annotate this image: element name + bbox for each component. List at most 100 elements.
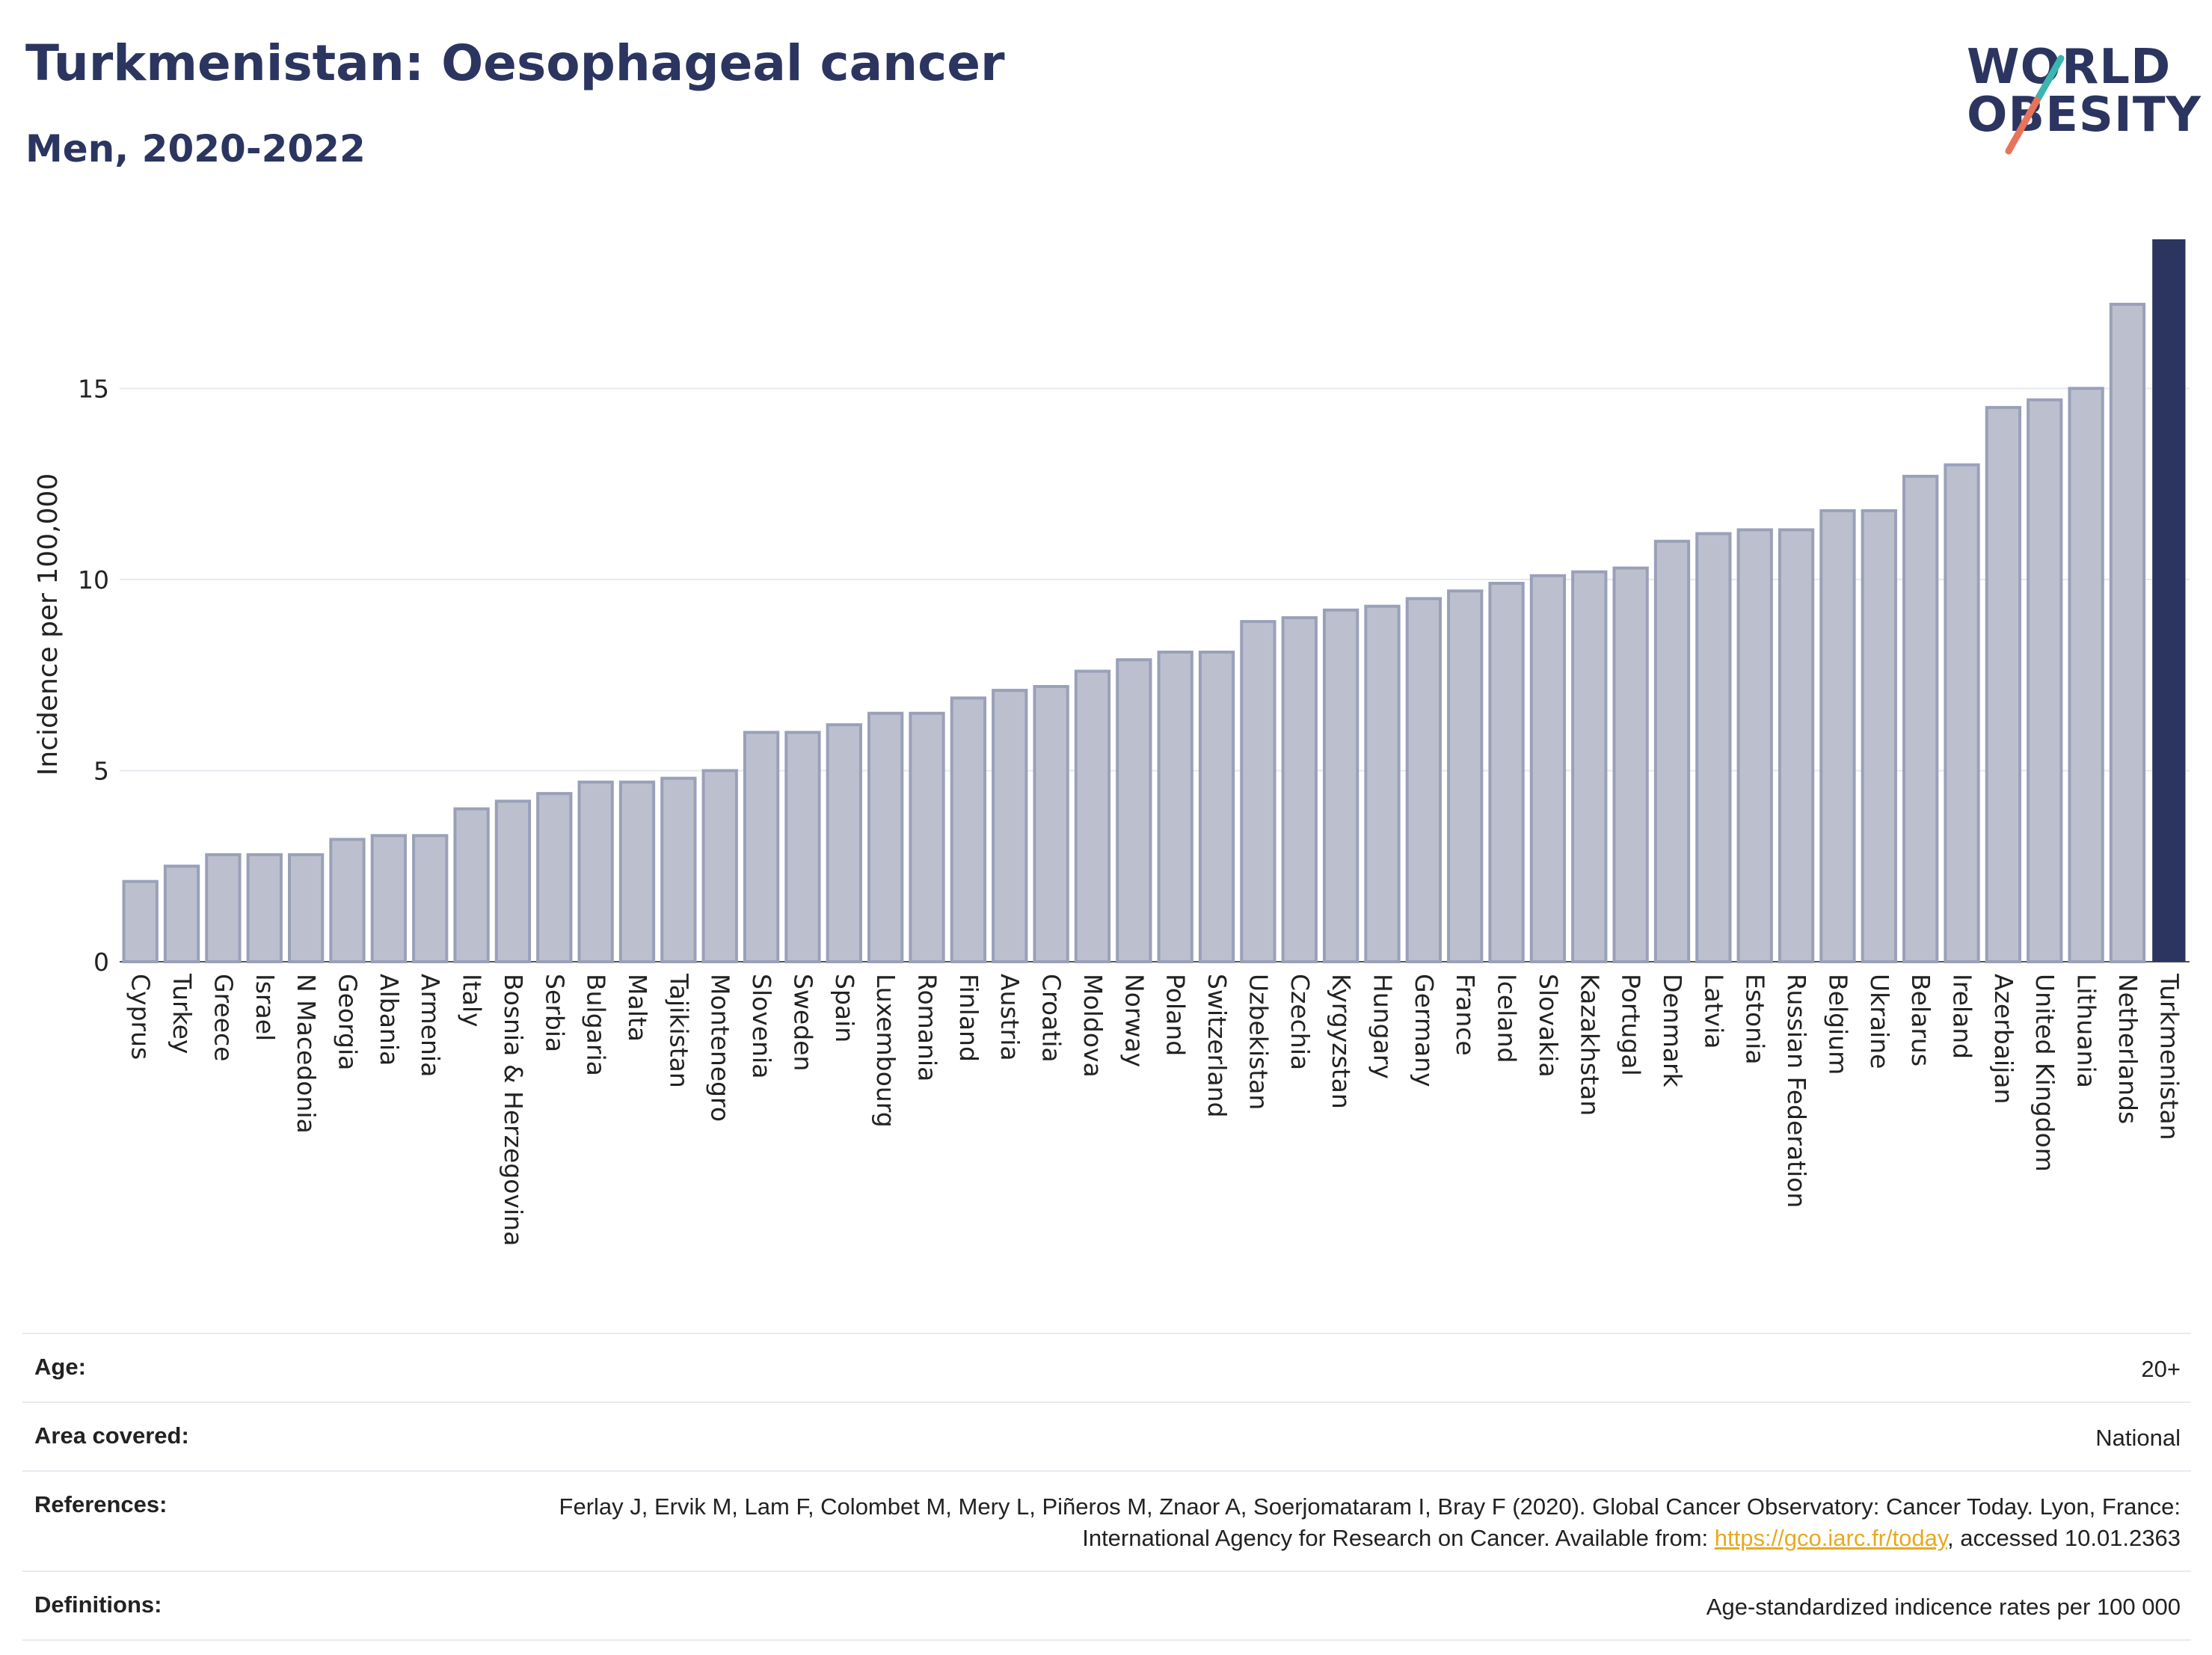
x-tick-label: Switzerland: [1202, 974, 1232, 1118]
bar-belgium[interactable]: [1819, 509, 1856, 963]
bar-cyprus[interactable]: [122, 879, 159, 963]
meta-definitions-value: Age-standardized indicence rates per 100…: [1706, 1594, 2181, 1620]
meta-row-age: Age: 20+: [22, 1334, 2191, 1403]
bar-spain[interactable]: [826, 723, 862, 963]
bar-netherlands[interactable]: [2109, 302, 2146, 963]
bar-kyrgyzstan[interactable]: [1322, 608, 1360, 963]
meta-age-label: Age:: [34, 1354, 86, 1380]
x-tick-label: Serbia: [540, 974, 569, 1052]
meta-area-label: Area covered:: [34, 1422, 189, 1449]
bar-croatia[interactable]: [1033, 685, 1069, 963]
meta-age-value: 20+: [2141, 1356, 2181, 1382]
bar-germany[interactable]: [1405, 597, 1442, 963]
bar-serbia[interactable]: [536, 792, 573, 963]
bar-finland[interactable]: [950, 696, 987, 963]
x-tick-label: Lithuania: [2072, 974, 2101, 1088]
x-tick-label: Finland: [954, 974, 983, 1062]
bar-azerbaijan[interactable]: [1985, 405, 2022, 963]
x-tick-label: Estonia: [1741, 974, 1770, 1064]
bar-lithuania[interactable]: [2068, 387, 2104, 963]
bar-czechia[interactable]: [1281, 616, 1318, 963]
bar-austria[interactable]: [992, 689, 1028, 963]
bar-russian-federation[interactable]: [1778, 528, 1815, 963]
bar-portugal[interactable]: [1612, 566, 1649, 963]
references-accessed: , accessed 10.01.2363: [1947, 1525, 2181, 1551]
bar-bosnia-herzegovina[interactable]: [494, 799, 532, 964]
bar-iceland[interactable]: [1488, 582, 1525, 963]
bars: [122, 239, 2186, 964]
bar-israel[interactable]: [246, 853, 283, 964]
x-tick-label: Albania: [375, 974, 404, 1066]
meta-references-label: References:: [34, 1491, 168, 1517]
x-tick-label: France: [1451, 974, 1480, 1056]
x-tick-label: Cyprus: [126, 974, 156, 1060]
bar-n-macedonia[interactable]: [287, 853, 325, 964]
bar-united-kingdom[interactable]: [2027, 398, 2063, 963]
bar-greece[interactable]: [205, 853, 242, 964]
x-tick-label: Sweden: [788, 974, 817, 1071]
x-tick-label: Azerbaijan: [1989, 974, 2018, 1104]
x-tick-label: Ukraine: [1865, 974, 1894, 1069]
bar-tajikistan[interactable]: [660, 776, 697, 963]
x-tick-label: Spain: [830, 974, 859, 1043]
x-axis: Cyprus Turkey Greece Israel N Macedonia Georg…: [126, 973, 2184, 1246]
bar-estonia[interactable]: [1736, 528, 1773, 963]
bar-belarus[interactable]: [1902, 474, 1939, 963]
bar-latvia[interactable]: [1695, 532, 1732, 963]
references-link[interactable]: https://gco.iarc.fr/today: [1714, 1525, 1948, 1551]
x-tick-label: Poland: [1161, 974, 1191, 1056]
x-tick-label: Ireland: [1948, 974, 1977, 1059]
x-tick-label: Germany: [1410, 974, 1439, 1087]
bar-norway[interactable]: [1116, 658, 1152, 963]
bar-italy[interactable]: [453, 807, 490, 963]
bar-denmark[interactable]: [1653, 539, 1691, 963]
bar-luxembourg[interactable]: [867, 711, 904, 963]
bar-uzbekistan[interactable]: [1240, 620, 1276, 963]
bar-sweden[interactable]: [784, 731, 821, 963]
bar-slovenia[interactable]: [743, 731, 780, 963]
y-axis: 0 5 10 15: [78, 374, 109, 977]
x-tick-label: Latvia: [1699, 974, 1728, 1048]
x-tick-label: Slovenia: [747, 974, 776, 1078]
x-tick-label: Turkey: [168, 973, 197, 1054]
bar-hungary[interactable]: [1364, 604, 1401, 964]
bar-kazakhstan[interactable]: [1571, 570, 1608, 963]
bar-slovakia[interactable]: [1529, 574, 1567, 963]
bar-chart: 0 5 10 15 Cyprus Turkey Greece Israel N Macedon…: [33, 239, 2190, 1246]
bar-turkmenistan[interactable]: [2152, 239, 2186, 962]
bar-albania[interactable]: [370, 834, 407, 964]
meta-definitions-label: Definitions:: [34, 1591, 162, 1618]
bar-ukraine[interactable]: [1861, 509, 1897, 963]
x-tick-label: Hungary: [1368, 974, 1397, 1079]
bar-romania[interactable]: [909, 711, 945, 963]
logo-slash-icon: [2005, 55, 2065, 155]
meta-row-area: Area covered: National: [22, 1403, 2191, 1472]
x-tick-label: Netherlands: [2113, 974, 2142, 1124]
metadata-table: Age: 20+ Area covered: National Referenc…: [22, 1333, 2191, 1641]
x-tick-label: Kazakhstan: [1575, 974, 1604, 1116]
logo-text-line2: OBESITY: [1967, 87, 2202, 143]
bar-malta[interactable]: [618, 780, 656, 964]
bar-ireland[interactable]: [1944, 463, 1980, 963]
bar-france[interactable]: [1447, 589, 1484, 963]
x-tick-label: Kyrgyzstan: [1327, 974, 1356, 1109]
x-tick-label: Italy: [458, 974, 487, 1028]
x-tick-label: Slovakia: [1534, 974, 1563, 1078]
y-tick-label: 0: [93, 948, 109, 977]
bar-moldova[interactable]: [1074, 669, 1111, 963]
bar-montenegro[interactable]: [701, 769, 738, 964]
y-tick-label: 5: [93, 756, 109, 785]
chart-title: Turkmenistan: Oesophageal cancer: [25, 34, 1005, 92]
bar-poland[interactable]: [1157, 651, 1193, 963]
x-tick-label: Portugal: [1617, 974, 1646, 1076]
bar-switzerland[interactable]: [1198, 651, 1235, 963]
x-tick-label: Turkmenistan: [2154, 973, 2184, 1140]
bar-armenia[interactable]: [412, 834, 449, 964]
x-tick-label: Armenia: [416, 974, 445, 1077]
bar-georgia[interactable]: [329, 838, 366, 964]
x-tick-label: United Kingdom: [2030, 974, 2059, 1172]
x-tick-label: Austria: [995, 974, 1024, 1061]
bar-turkey[interactable]: [163, 865, 200, 963]
x-tick-label: Tajikistan: [664, 973, 693, 1088]
bar-bulgaria[interactable]: [577, 780, 614, 964]
